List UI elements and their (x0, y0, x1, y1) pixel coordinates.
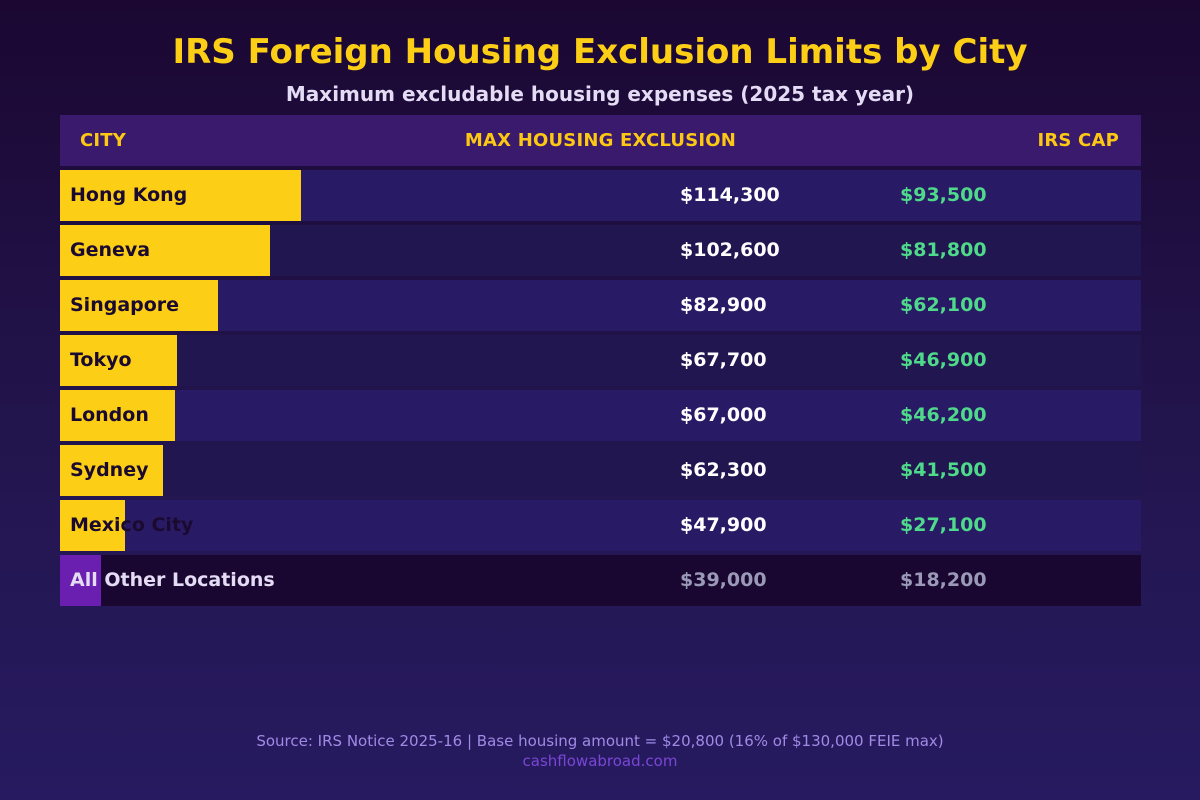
table-row: London $67,000 $46,200 (60, 390, 1141, 441)
irs-cap-value: $18,200 (900, 569, 987, 591)
irs-cap-value: $46,900 (900, 349, 987, 371)
max-exclusion-value: $67,700 (680, 349, 767, 371)
exclusion-bar (60, 335, 177, 386)
exclusion-bar (60, 280, 218, 331)
exclusion-bar (60, 390, 175, 441)
max-exclusion-value: $82,900 (680, 294, 767, 316)
table-row: Tokyo $67,700 $46,900 (60, 335, 1141, 386)
exclusion-bar (60, 170, 301, 221)
exclusion-bar (60, 445, 163, 496)
header-irs-cap: IRS CAP (1037, 130, 1119, 151)
irs-cap-value: $27,100 (900, 514, 987, 536)
city-label: All Other Locations (70, 569, 275, 591)
exclusion-bar (60, 225, 270, 276)
table-row: Geneva $102,600 $81,800 (60, 225, 1141, 276)
table-row: All Other Locations $39,000 $18,200 (60, 555, 1141, 606)
city-label: Mexico City (70, 514, 194, 536)
exclusion-bar (60, 555, 101, 606)
irs-cap-value: $81,800 (900, 239, 987, 261)
chart-subtitle: Maximum excludable housing expenses (202… (285, 82, 915, 106)
exclusion-bar (60, 500, 125, 551)
table-header: MAX HOUSING EXCLUSION CITY IRS CAP (60, 115, 1141, 166)
max-exclusion-value: $114,300 (680, 184, 780, 206)
site-credit: cashflowabroad.com (522, 752, 678, 770)
city-label: London (70, 404, 149, 426)
table-row: Hong Kong $114,300 $93,500 (60, 170, 1141, 221)
irs-cap-value: $46,200 (900, 404, 987, 426)
table-row: Sydney $62,300 $41,500 (60, 445, 1141, 496)
city-label: Geneva (70, 239, 151, 261)
city-label: Tokyo (70, 349, 132, 371)
header-city: CITY (80, 130, 127, 151)
max-exclusion-value: $62,300 (680, 459, 767, 481)
header-max-exclusion: MAX HOUSING EXCLUSION (464, 130, 737, 151)
irs-cap-value: $41,500 (900, 459, 987, 481)
chart-title: IRS Foreign Housing Exclusion Limits by … (172, 32, 1028, 72)
max-exclusion-value: $39,000 (680, 569, 767, 591)
max-exclusion-value: $47,900 (680, 514, 767, 536)
table-row: Singapore $82,900 $62,100 (60, 280, 1141, 331)
irs-cap-value: $93,500 (900, 184, 987, 206)
exclusion-table: MAX HOUSING EXCLUSION CITY IRS CAP Hong … (60, 115, 1141, 606)
city-label: Sydney (70, 459, 149, 481)
max-exclusion-value: $67,000 (680, 404, 767, 426)
table-row: Mexico City $47,900 $27,100 (60, 500, 1141, 551)
irs-cap-value: $62,100 (900, 294, 987, 316)
city-label: Hong Kong (70, 184, 188, 206)
source-note: Source: IRS Notice 2025-16 | Base housin… (256, 732, 944, 750)
max-exclusion-value: $102,600 (680, 239, 780, 261)
city-label: Singapore (70, 294, 180, 316)
